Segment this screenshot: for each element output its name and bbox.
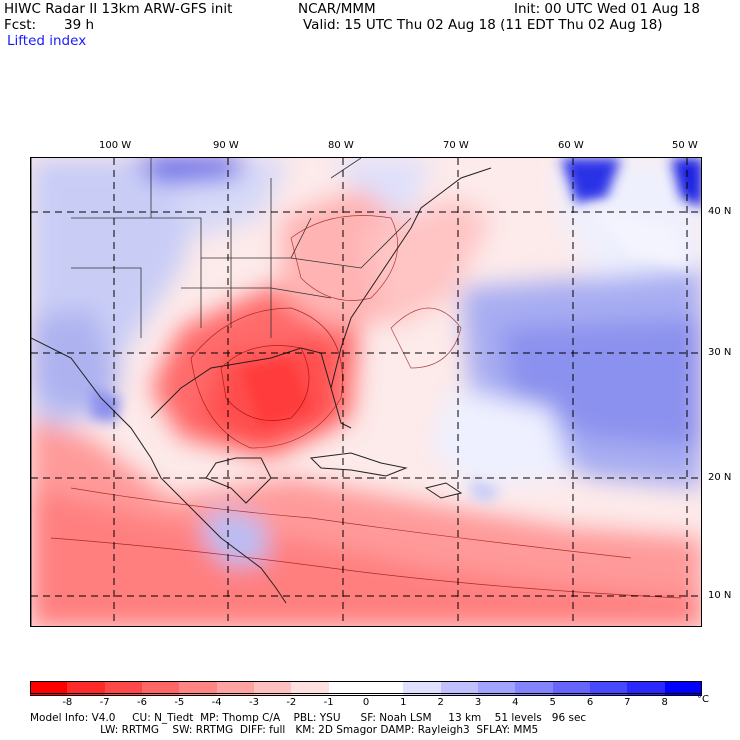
field-name: Lifted index <box>7 33 87 49</box>
colorbar-label: -2 <box>286 697 297 708</box>
lon-label: 100 W <box>99 140 132 151</box>
lat-label: 40 N <box>708 206 732 217</box>
lon-label: 60 W <box>558 140 584 151</box>
colorbar-label: 7 <box>624 697 631 708</box>
colorbar-unit: °C <box>697 694 709 705</box>
colorbar-label: -5 <box>174 697 185 708</box>
colorbar-label: -8 <box>62 697 73 708</box>
forecast-label: Fcst: <box>4 17 37 33</box>
colorbar-label: -4 <box>211 697 222 708</box>
contours <box>50 215 682 599</box>
lon-label: 80 W <box>328 140 354 151</box>
model-info-line2: LW: RRTMG SW: RRTMG DIFF: full KM: 2D Sm… <box>30 724 539 736</box>
colorbar-label: 3 <box>474 697 482 708</box>
model-title: HIWC Radar II 13km ARW-GFS init <box>4 1 233 17</box>
lat-label: 20 N <box>708 472 732 483</box>
map-canvas <box>31 158 701 626</box>
colorbar-label: -1 <box>323 697 334 708</box>
lat-label: 30 N <box>708 347 732 358</box>
lifted-index-detail <box>91 158 701 503</box>
colorbar-label: 8 <box>661 697 668 708</box>
colorbar-label: -3 <box>249 697 259 708</box>
lon-label: 70 W <box>443 140 469 151</box>
forecast-hour: 39 h <box>64 17 95 33</box>
lat-label: 10 N <box>708 590 732 601</box>
org-label: NCAR/MMM <box>298 1 376 17</box>
lat-lon-grid <box>31 158 701 626</box>
lon-label: 90 W <box>213 140 239 151</box>
valid-time: Valid: 15 UTC Thu 02 Aug 18 (11 EDT Thu … <box>303 17 663 33</box>
init-time: Init: 00 UTC Wed 01 Aug 18 <box>514 1 700 17</box>
colorbar-label: 4 <box>512 697 519 708</box>
colorbar-label: 5 <box>549 697 556 708</box>
colorbar-label: -6 <box>137 697 147 708</box>
colorbar-label: 6 <box>586 697 594 708</box>
lifted-index-map <box>30 157 702 627</box>
colorbar-label: 0 <box>362 697 370 708</box>
colorbar-label: 2 <box>437 697 444 708</box>
colorbar-label: -7 <box>99 697 110 708</box>
lon-label: 50 W <box>672 140 698 151</box>
colorbar-outline <box>30 681 702 694</box>
model-info-line1: Model Info: V4.0 CU: N_Tiedt MP: Thomp C… <box>30 712 587 724</box>
colorbar-label: 1 <box>400 697 407 708</box>
